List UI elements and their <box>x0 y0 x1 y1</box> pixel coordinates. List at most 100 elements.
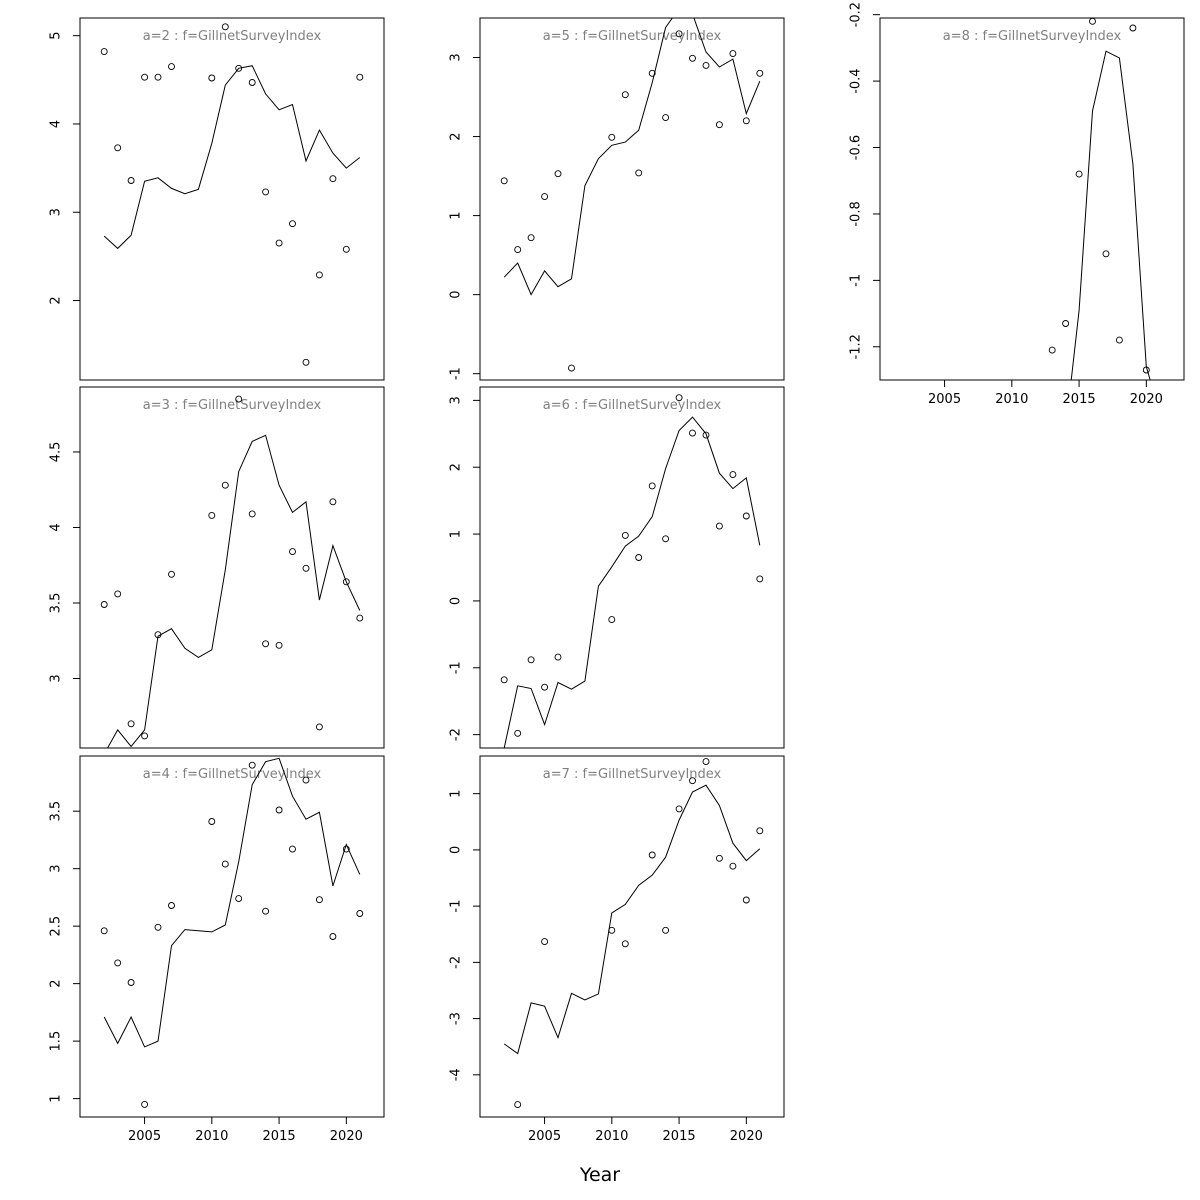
observation-point <box>1129 24 1137 32</box>
y-tick-label: 1 <box>449 530 464 538</box>
y-tick-label: 4 <box>49 120 64 128</box>
y-tick-label: -1 <box>449 661 464 674</box>
observation-point <box>208 511 216 519</box>
model-line <box>106 434 361 748</box>
observation-point <box>342 578 350 586</box>
observation-point <box>302 564 310 572</box>
observation-point <box>262 907 270 915</box>
observation-point <box>221 860 229 868</box>
y-tick-label: -0.2 <box>849 2 864 27</box>
y-axis: 1 1.5 2 2.5 3 3.5 <box>49 801 80 1103</box>
observation-point <box>621 940 629 948</box>
observation-point <box>235 395 243 403</box>
y-tick-label: 0 <box>449 290 464 298</box>
observation-point <box>608 616 616 624</box>
y-tick-label: 2.5 <box>49 916 64 937</box>
observation-point <box>315 271 323 279</box>
observation-point <box>1115 336 1123 344</box>
y-tick-label: 3 <box>49 865 64 873</box>
panel-frame <box>479 17 785 381</box>
y-axis: -1 0 1 2 3 <box>449 53 480 380</box>
panel-frame <box>479 386 785 749</box>
plot-area <box>1048 18 1151 380</box>
observation-point <box>608 926 616 934</box>
observation-point <box>689 429 696 437</box>
y-tick-label: -4 <box>449 1068 464 1081</box>
observation-point <box>141 73 149 81</box>
x-tick-label: 2010 <box>595 1129 628 1144</box>
y-tick-label: -2 <box>449 956 464 969</box>
observation-point <box>114 590 122 598</box>
observation-point <box>715 854 723 862</box>
y-tick-label: 3 <box>49 674 64 682</box>
y-tick-label: 4 <box>49 523 64 531</box>
x-tick-label: 2005 <box>528 1129 561 1144</box>
observation-point <box>329 498 337 506</box>
y-tick-label: -3 <box>449 1012 464 1025</box>
observation-point <box>342 845 350 853</box>
observation-point <box>356 910 364 917</box>
observation-point <box>248 79 256 86</box>
panel-title: a=8 : f=GillnetSurveyIndex <box>943 29 1122 44</box>
observation-point <box>141 732 149 740</box>
observation-point <box>127 979 135 986</box>
observation-point <box>702 431 710 439</box>
observation-point <box>729 471 737 479</box>
observation-point <box>302 776 310 784</box>
y-tick-label: 0 <box>449 846 464 854</box>
model-line <box>503 416 761 748</box>
observation-point <box>100 927 108 935</box>
y-tick-label: 1 <box>449 211 464 219</box>
observation-point <box>114 959 122 967</box>
panel-title: a=7 : f=GillnetSurveyIndex <box>543 767 722 782</box>
observation-point <box>554 170 562 178</box>
observation-point <box>729 862 737 870</box>
x-tick-label: 2005 <box>928 392 961 407</box>
y-tick-label: -0.8 <box>849 201 864 226</box>
model-line <box>103 65 361 250</box>
x-tick-label: 2005 <box>128 1129 161 1144</box>
panel-frame <box>879 17 1185 381</box>
x-axis: 2005 2010 2015 2020 <box>528 1117 763 1144</box>
panel-title: a=5 : f=GillnetSurveyIndex <box>543 29 722 44</box>
observation-point <box>1075 170 1083 178</box>
panel-4: a=5 : f=GillnetSurveyIndex -1 0 1 2 3 <box>449 17 785 381</box>
observation-point <box>168 902 175 909</box>
observation-point <box>635 554 643 561</box>
observation-point <box>702 758 710 766</box>
y-tick-label: 3.5 <box>49 801 64 822</box>
observation-point <box>289 548 296 556</box>
observation-point <box>541 683 549 691</box>
x-tick-label: 2015 <box>1063 392 1096 407</box>
plot-area <box>100 395 364 748</box>
observation-point <box>275 239 283 247</box>
observation-point <box>208 74 216 82</box>
panel-frame <box>479 755 785 1118</box>
y-tick-label: -0.4 <box>849 68 864 93</box>
observation-point <box>608 133 616 141</box>
y-tick-label: -0.6 <box>849 135 864 160</box>
observation-point <box>100 48 108 56</box>
observation-point <box>569 754 575 760</box>
observation-point <box>262 188 270 196</box>
panel-title: a=2 : f=GillnetSurveyIndex <box>143 29 322 44</box>
x-tick-label: 2020 <box>730 1129 763 1144</box>
observation-point <box>756 69 764 77</box>
observation-point <box>127 720 135 728</box>
model-line <box>103 757 361 1048</box>
plot-area <box>100 23 364 366</box>
observation-point <box>248 761 256 769</box>
x-tick-label: 2020 <box>1130 392 1163 407</box>
x-tick-label: 2010 <box>995 392 1028 407</box>
observation-point <box>756 575 764 583</box>
panel-frame <box>79 755 385 1118</box>
observation-point <box>275 641 283 649</box>
observation-point <box>356 614 364 622</box>
y-tick-label: 5 <box>49 32 64 40</box>
x-axis: 2005 2010 2015 2020 <box>128 1117 363 1144</box>
observation-point <box>621 91 629 99</box>
x-axis-label: Year <box>579 1164 620 1186</box>
y-axis: -2 -1 0 1 2 3 <box>449 396 480 741</box>
observation-point <box>514 246 522 254</box>
